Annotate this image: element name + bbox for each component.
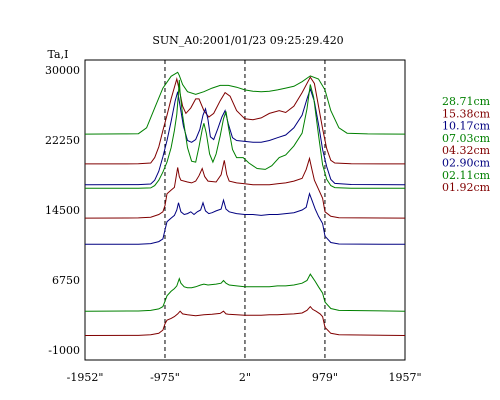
chart-title: SUN_A0:2001/01/23 09:25:29.420: [152, 34, 343, 47]
y-tick-label-4: -1000: [48, 344, 80, 357]
legend: 28.71cm15.38cm10.17cm07.03cm04.32cm02.90…: [442, 95, 491, 194]
series-line-0: [84, 71, 406, 135]
y-tick-labels: 30000 22250 14500 6750 -1000: [45, 64, 80, 357]
series-line-1: [84, 76, 406, 165]
series-line-7: [84, 305, 406, 336]
legend-item-3: 07.03cm: [442, 132, 491, 145]
series-line-4: [84, 156, 406, 219]
x-tick-label-1: -975": [150, 371, 180, 384]
legend-item-5: 02.90cm: [442, 157, 491, 170]
legend-item-0: 28.71cm: [442, 95, 491, 108]
legend-item-4: 04.32cm: [442, 144, 491, 157]
y-axis-label: Ta,I: [48, 48, 69, 61]
series-line-2: [84, 87, 406, 186]
x-tick-label-0: -1952": [67, 371, 104, 384]
legend-item-6: 02.11cm: [442, 169, 491, 182]
x-tick-label-3: 979": [312, 371, 338, 384]
x-tick-labels: -1952" -975" 2" 979" 1957": [67, 371, 422, 384]
legend-item-1: 15.38cm: [442, 107, 491, 120]
y-tick-label-2: 14500: [45, 204, 80, 217]
y-tick-label-1: 22250: [45, 134, 80, 147]
legend-item-2: 10.17cm: [442, 120, 491, 133]
series-line-3: [84, 79, 406, 189]
x-tick-label-2: 2": [239, 371, 251, 384]
series-line-5: [84, 192, 406, 245]
y-tick-label-3: 6750: [52, 274, 80, 287]
series-line-6: [84, 273, 406, 312]
legend-item-7: 01.92cm: [442, 181, 491, 194]
series-group: [84, 71, 406, 336]
x-tick-label-4: 1957": [388, 371, 421, 384]
y-tick-label-0: 30000: [45, 64, 80, 77]
